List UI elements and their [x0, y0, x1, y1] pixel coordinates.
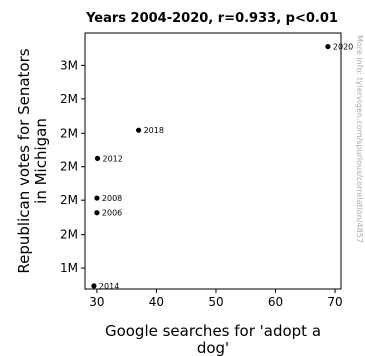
x-tick-label: 30	[89, 295, 104, 309]
x-tick-label: 70	[327, 295, 342, 309]
x-axis-label-line-2: dog'	[197, 339, 229, 356]
y-tick-label: 3M	[60, 58, 78, 72]
data-point	[94, 195, 100, 201]
y-tick-label: 2M	[60, 228, 78, 242]
x-tick-label: 40	[149, 295, 164, 309]
x-axis: 30 40 50 60 70	[89, 289, 343, 309]
y-tick-label: 2M	[60, 193, 78, 207]
data-point-label: 2006	[102, 209, 122, 218]
data-point-label: 2018	[144, 126, 164, 135]
y-axis-label-line-1: Republican votes for Senators	[15, 48, 33, 273]
data-point-label: 2008	[102, 194, 122, 203]
data-point	[94, 155, 101, 161]
y-axis-label-line-2: in Michigan	[32, 118, 50, 204]
y-axis: 1M 2M 2M 2M 2M 2M 3M	[60, 58, 85, 275]
y-tick-label: 2M	[60, 160, 78, 174]
data-point	[135, 127, 142, 133]
data-points: 2014 2006 2008 2012 2018 2020	[91, 43, 353, 291]
watermark-text: More info: tylervigen.com/spurious/corre…	[355, 35, 364, 243]
y-tick-label: 2M	[60, 92, 78, 106]
plot-area	[84, 32, 342, 290]
y-tick-label: 2M	[60, 126, 78, 140]
y-tick-label: 1M	[60, 261, 78, 275]
x-tick-label: 50	[208, 295, 223, 309]
data-point-label: 2020	[333, 43, 353, 52]
data-point	[91, 283, 97, 289]
data-point	[325, 43, 331, 50]
x-tick-label: 60	[268, 295, 283, 309]
chart-title: Years 2004-2020, r=0.933, p<0.01	[85, 11, 338, 26]
data-point-label: 2014	[99, 282, 119, 291]
x-axis-label-line-1: Google searches for 'adopt a	[105, 322, 321, 340]
data-point-label: 2012	[103, 154, 123, 163]
data-point	[94, 210, 100, 216]
